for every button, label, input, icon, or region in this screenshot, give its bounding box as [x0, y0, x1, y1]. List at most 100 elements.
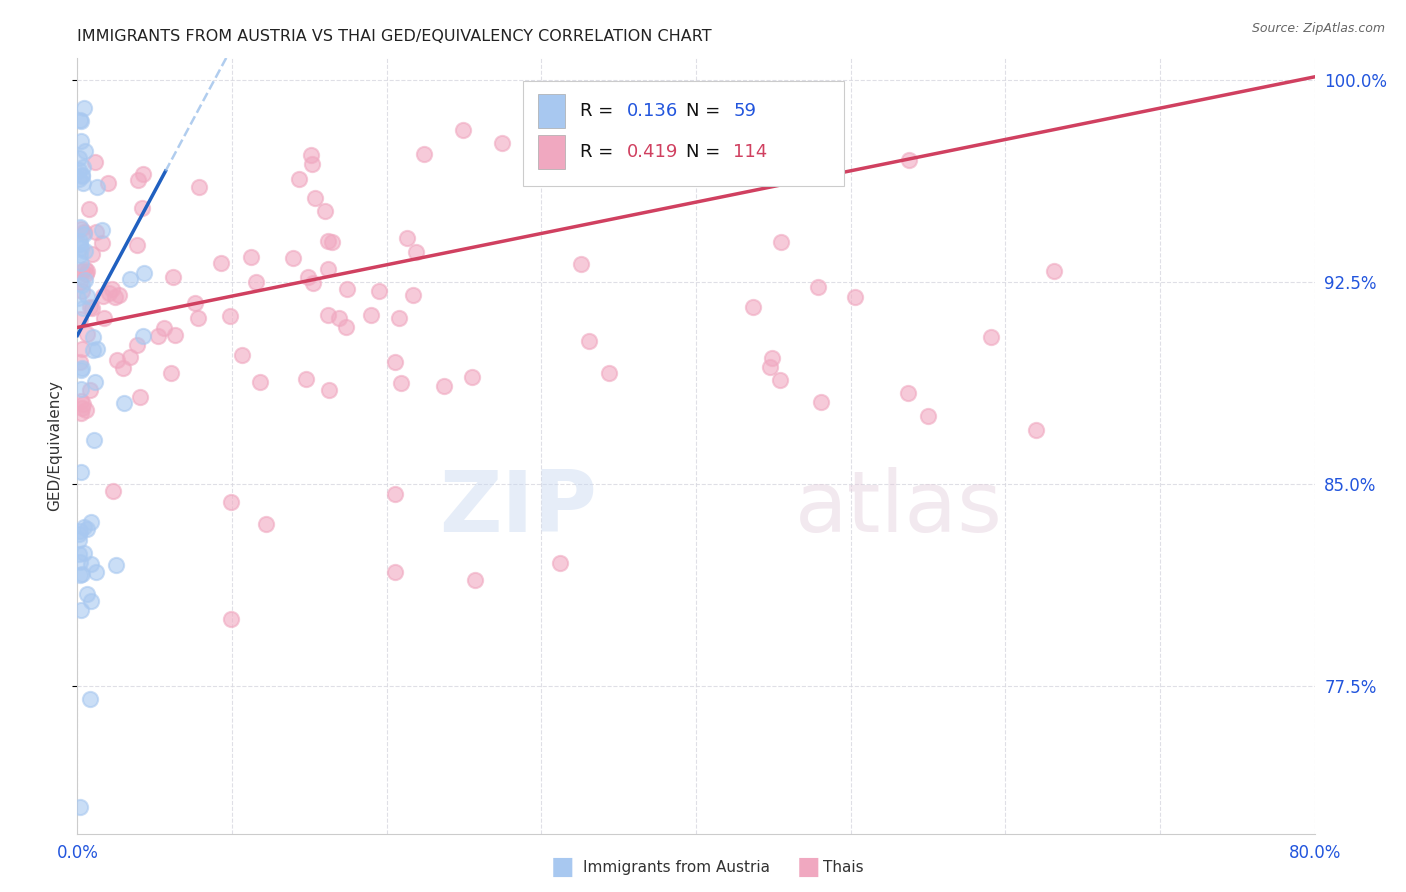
- Point: [288, 172, 311, 186]
- Point: [770, 235, 793, 250]
- Point: [239, 251, 262, 265]
- Point: [80, 593, 103, 607]
- Point: [384, 486, 406, 500]
- Point: [112, 396, 135, 410]
- Point: [316, 308, 339, 322]
- Point: [84, 565, 107, 579]
- Point: [72, 264, 94, 278]
- Point: [389, 376, 412, 390]
- Point: [360, 308, 382, 322]
- Point: [108, 287, 131, 301]
- Point: [231, 348, 253, 362]
- Point: [70, 113, 93, 128]
- Point: [83, 433, 105, 447]
- Point: [67, 151, 90, 165]
- Point: [335, 320, 357, 334]
- Point: [810, 395, 832, 409]
- Point: [69, 524, 91, 538]
- Point: [297, 270, 319, 285]
- Point: [80, 246, 103, 260]
- Point: [72, 160, 94, 174]
- Point: [328, 311, 350, 326]
- Point: [1025, 423, 1047, 437]
- Point: [318, 234, 340, 248]
- Point: [219, 309, 242, 323]
- Bar: [537, 94, 565, 128]
- Text: Source: ZipAtlas.com: Source: ZipAtlas.com: [1251, 22, 1385, 36]
- Point: [316, 262, 339, 277]
- Point: [70, 241, 93, 255]
- Bar: [537, 135, 565, 169]
- Point: [897, 386, 920, 401]
- Point: [79, 692, 101, 706]
- Point: [775, 123, 797, 137]
- Point: [73, 225, 96, 239]
- Point: [163, 327, 186, 342]
- Point: [83, 375, 105, 389]
- Point: [67, 291, 90, 305]
- Y-axis label: GED/Equivalency: GED/Equivalency: [46, 381, 62, 511]
- Point: [73, 520, 96, 534]
- Point: [70, 406, 93, 420]
- Point: [221, 612, 243, 626]
- Point: [209, 256, 232, 270]
- Point: [80, 557, 103, 571]
- Point: [72, 361, 94, 376]
- Point: [69, 555, 91, 569]
- Point: [69, 236, 91, 251]
- Point: [70, 342, 93, 356]
- Point: [405, 244, 427, 259]
- Text: ZIP: ZIP: [439, 467, 598, 549]
- Point: [72, 301, 94, 315]
- Point: [76, 327, 98, 342]
- Point: [433, 379, 456, 393]
- Point: [70, 169, 93, 184]
- Point: [73, 261, 96, 276]
- Text: IMMIGRANTS FROM AUSTRIA VS THAI GED/EQUIVALENCY CORRELATION CHART: IMMIGRANTS FROM AUSTRIA VS THAI GED/EQUI…: [77, 29, 711, 45]
- Point: [67, 162, 90, 177]
- Point: [898, 153, 921, 168]
- Point: [69, 355, 91, 369]
- Point: [75, 267, 97, 281]
- Point: [127, 173, 149, 187]
- Point: [578, 334, 600, 349]
- Point: [69, 222, 91, 236]
- Point: [67, 172, 90, 186]
- Point: [402, 287, 425, 301]
- Point: [97, 176, 120, 190]
- Point: [69, 112, 91, 127]
- Text: R =: R =: [579, 102, 619, 120]
- Point: [460, 369, 482, 384]
- Point: [980, 330, 1002, 344]
- Point: [98, 285, 121, 300]
- Point: [90, 236, 112, 251]
- Point: [160, 367, 183, 381]
- Point: [249, 375, 271, 389]
- Point: [84, 225, 107, 239]
- Point: [75, 144, 97, 158]
- Point: [72, 567, 94, 582]
- Point: [111, 361, 134, 376]
- Point: [786, 161, 808, 175]
- Point: [80, 301, 103, 315]
- Text: Thais: Thais: [823, 860, 863, 874]
- Point: [69, 568, 91, 582]
- Point: [70, 382, 93, 396]
- Point: [105, 558, 127, 572]
- Point: [336, 282, 359, 296]
- Point: [118, 350, 141, 364]
- Point: [70, 134, 93, 148]
- Bar: [523, 81, 845, 186]
- Point: [101, 484, 124, 499]
- Point: [132, 167, 155, 181]
- Point: [69, 800, 91, 814]
- Text: 59: 59: [733, 102, 756, 120]
- Point: [321, 235, 343, 250]
- Point: [367, 284, 389, 298]
- Point: [101, 282, 124, 296]
- Point: [118, 272, 141, 286]
- Point: [67, 547, 90, 561]
- Point: [281, 252, 304, 266]
- Point: [69, 312, 91, 326]
- Point: [295, 372, 318, 386]
